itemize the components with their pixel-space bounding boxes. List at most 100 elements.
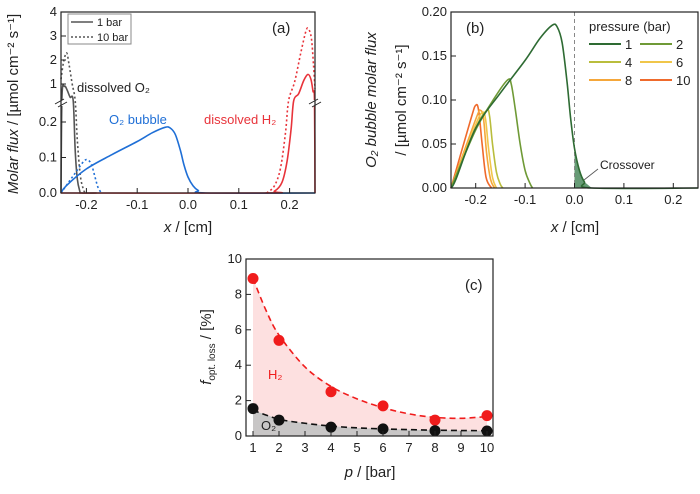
panel-a-ytick-label: 0.1 <box>39 150 57 165</box>
panel-label-c: (c) <box>465 277 483 294</box>
panel-a: -0.2 -0.1 0.0 0.1 0.2 0.0 0.1 0.2 1 2 3 4 1 bar 10 … <box>5 4 322 236</box>
panel-c-xtick-label: 3 <box>301 440 308 455</box>
legend-label-p6: 6 <box>676 55 683 70</box>
annotation-crossover: Crossover <box>600 158 655 172</box>
h2-data-point <box>481 410 493 422</box>
panel-a-xtick-label: 0.2 <box>281 197 299 212</box>
panel-a-ytick-label: 0.2 <box>39 114 57 129</box>
series-line-dissolved-o2-10-bar <box>60 51 87 194</box>
annotation-o2: O₂ <box>261 418 276 433</box>
o2-data-point <box>429 425 441 437</box>
o2-data-point <box>273 414 285 426</box>
panel-b-frame <box>450 11 699 189</box>
series-line-o2-bubble-10-bar <box>60 158 103 194</box>
panel-c-ytick-label: 6 <box>235 322 242 337</box>
series-line-p8 <box>450 109 496 189</box>
panel-b-xlabel: x / [cm] <box>550 219 599 236</box>
o2-data-point <box>377 423 389 435</box>
legend-label-p1: 1 <box>625 37 632 52</box>
o2-area <box>253 410 487 436</box>
panel-c-ytick-label: 0 <box>235 428 242 443</box>
panel-a-ylabel: Molar flux / [µmol cm⁻² s⁻¹] <box>5 14 22 194</box>
panel-b-xtick-label: -0.1 <box>514 192 536 207</box>
panel-a-xtick-label: 0.1 <box>230 197 248 212</box>
panel-c-xtick-label: 9 <box>457 440 464 455</box>
panel-c-xtick-label: 5 <box>353 440 360 455</box>
legend-label-1bar: 1 bar <box>97 17 122 29</box>
panel-c-ylabel: fopt. loss / [%] <box>198 309 218 385</box>
panel-b-xtick-label: 0.0 <box>565 192 583 207</box>
panel-b-xtick-label: 0.1 <box>615 192 633 207</box>
panel-b-xtick-label: -0.2 <box>464 192 486 207</box>
legend-label-10bar: 10 bar <box>97 32 129 44</box>
panel-c-xtick-label: 2 <box>275 440 282 455</box>
panel-b: -0.2 -0.1 0.0 0.1 0.2 0.00 0.05 0.10 0.15 0.20 (b… <box>363 4 699 236</box>
panel-a-xtick-label: -0.1 <box>126 197 148 212</box>
h2-fit-line <box>252 278 488 420</box>
panel-c-ytick-label: 4 <box>235 357 242 372</box>
panel-label-a: (a) <box>272 20 290 37</box>
series-line-dissolved-o2-1-bar <box>60 84 97 194</box>
panel-c-ytick-label: 8 <box>235 286 242 301</box>
panel-b-xtick-label: 0.2 <box>664 192 682 207</box>
panel-b-ylabel-line1: O₂ bubble molar flux <box>363 32 380 168</box>
o2-fit-line <box>252 409 488 432</box>
panel-c-xtick-label: 1 <box>249 440 256 455</box>
axis-break-mark <box>308 98 319 105</box>
panel-b-ytick-label: 0.05 <box>422 136 447 151</box>
panel-c-xtick-label: 7 <box>405 440 412 455</box>
axis-break-mark <box>54 98 65 105</box>
legend-label-p2: 2 <box>676 37 683 52</box>
panel-a-ytick-label: 3 <box>50 28 57 43</box>
legend-label-p8: 8 <box>625 73 632 88</box>
annotation-o2-bubble: O₂ bubble <box>109 112 167 127</box>
series-line-p1 <box>450 23 699 190</box>
axis-break-mark <box>57 101 68 108</box>
panel-c-xtick-label: 10 <box>480 440 494 455</box>
crossover-area <box>574 148 698 188</box>
panel-a-ytick-label: 4 <box>50 4 57 19</box>
panel-b-legend-title: pressure (bar) <box>589 19 671 34</box>
panel-c-ytick-label: 10 <box>228 251 242 266</box>
panel-b-ylabel-line2: / [µmol cm⁻² s⁻¹] <box>393 44 410 155</box>
annotation-h2: H₂ <box>268 367 282 382</box>
panel-a-ytick-label: 1 <box>50 76 57 91</box>
panel-a-frame <box>60 11 316 194</box>
h2-data-point <box>377 400 389 412</box>
panel-c-ytick-label: 2 <box>235 393 242 408</box>
h2-data-point <box>325 386 337 398</box>
panel-b-ytick-label: 0.15 <box>422 48 447 63</box>
h2-area <box>253 278 487 431</box>
panel-a-xlabel: x / [cm] <box>163 219 212 236</box>
panel-c: 1 2 3 4 5 6 7 8 9 10 0 2 4 6 8 10 (c) H₂ O₂ p / [bar] f… <box>198 251 494 481</box>
panel-c-xtick-label: 6 <box>379 440 386 455</box>
annotation-dissolved-h2: dissolved H₂ <box>204 112 276 127</box>
series-line-p6 <box>450 111 498 189</box>
o2-data-point <box>247 403 259 415</box>
annotation-dissolved-o2: dissolved O₂ <box>77 80 150 95</box>
o2-data-point <box>325 421 337 433</box>
h2-data-point <box>273 334 285 346</box>
panel-a-legend-box <box>67 13 132 45</box>
crossover-arrow <box>583 168 599 181</box>
legend-label-p10: 10 <box>676 73 690 88</box>
legend-label-p4: 4 <box>625 55 632 70</box>
h2-data-point <box>247 272 259 284</box>
panel-a-xtick-label: -0.2 <box>75 197 97 212</box>
panel-a-ytick-label: 0.0 <box>39 185 57 200</box>
panel-c-xlabel: p / [bar] <box>344 464 396 481</box>
panel-c-xtick-label: 4 <box>327 440 334 455</box>
panel-a-xtick-label: 0.0 <box>179 197 197 212</box>
panel-b-ytick-label: 0.10 <box>422 92 447 107</box>
panel-b-legend: 1 2 4 6 8 10 <box>589 37 690 88</box>
panel-b-ytick-label: 0.20 <box>422 4 447 19</box>
panel-c-xtick-label: 8 <box>431 440 438 455</box>
panel-b-ytick-label: 0.00 <box>422 180 447 195</box>
panel-a-ytick-label: 2 <box>50 52 57 67</box>
axis-break-mark <box>311 101 322 108</box>
h2-data-point <box>429 414 441 426</box>
series-line-dissolved-h2-10-bar <box>266 27 316 194</box>
panel-c-frame <box>245 258 494 437</box>
series-line-o2-bubble-1-bar <box>60 126 316 194</box>
